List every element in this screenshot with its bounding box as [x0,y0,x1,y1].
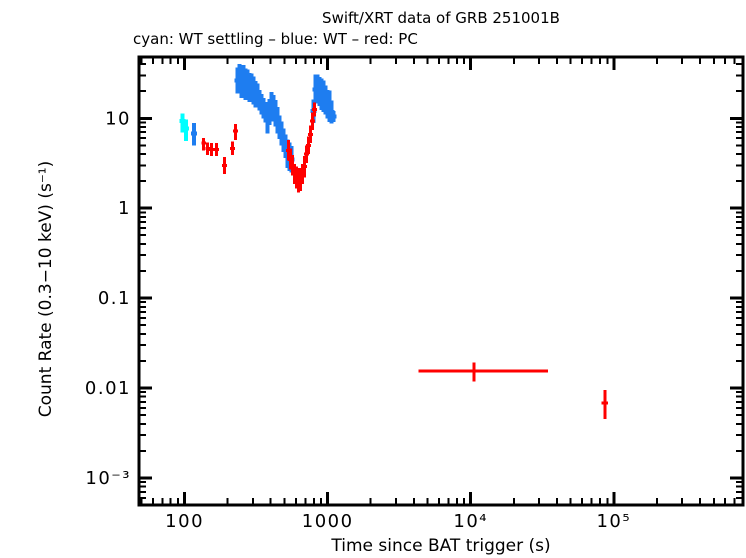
tick-labels: 100 1000 10⁴ 10⁵ 10 1 0.1 0.01 10⁻³ [85,108,631,532]
y-tick-label: 0.01 [85,378,131,399]
y-tick-label: 10 [105,108,131,129]
x-tick-label: 100 [165,511,204,532]
plot-border [137,55,745,507]
y-axis-label: Count Rate (0.3−10 keV) (s⁻¹) [36,160,56,418]
legend-text: cyan: WT settling – blue: WT – red: PC [133,30,418,48]
series-pc [201,102,608,420]
x-tick-label: 10⁴ [453,511,488,532]
y-tick-label: 1 [118,198,131,219]
axis-ticks [139,57,744,506]
chart-title: Swift/XRT data of GRB 251001B [322,9,560,27]
y-tick-label: 10⁻³ [85,468,131,489]
y-tick-label: 0.1 [98,288,131,309]
series-wt [190,63,337,173]
series-wt-settling [179,113,189,141]
x-tick-label: 1000 [302,511,354,532]
x-axis-label: Time since BAT trigger (s) [331,536,551,556]
x-tick-label: 10⁵ [596,511,631,532]
